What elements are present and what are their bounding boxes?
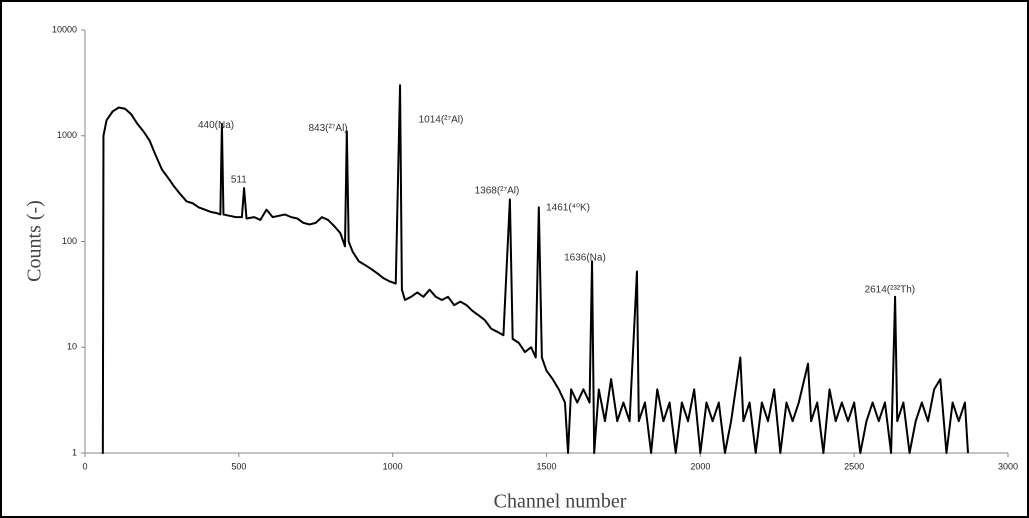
annotation: 1636(Na) [564, 253, 606, 264]
y-tick-label: 10 [67, 342, 77, 352]
y-tick-label: 1 [72, 447, 77, 457]
x-tick-label: 1500 [536, 461, 556, 471]
annotation: 511 [231, 175, 247, 186]
x-tick-label: 0 [82, 461, 87, 471]
y-tick-label: 10000 [52, 24, 77, 34]
annotation: 2614(²³²Th) [865, 284, 916, 295]
y-axis-label: Counts (-) [24, 200, 46, 282]
y-tick-label: 1000 [57, 130, 77, 140]
y-tick-label: 100 [62, 236, 77, 246]
annotation: 843(²⁷Al) [308, 123, 347, 134]
x-axis-label: Channel number [494, 491, 627, 513]
annotation: 440(Na) [198, 120, 234, 131]
x-tick-label: 2500 [844, 461, 864, 471]
annotation: 1461(⁴⁰K) [546, 203, 590, 214]
x-tick-label: 500 [231, 461, 246, 471]
annotation: 1368(²⁷Al) [475, 186, 520, 197]
x-tick-label: 1000 [383, 461, 403, 471]
x-tick-label: 3000 [998, 461, 1018, 471]
spectrum-line [101, 84, 969, 454]
annotation: 1014(²⁷Al) [419, 115, 464, 126]
x-tick-label: 2000 [690, 461, 710, 471]
